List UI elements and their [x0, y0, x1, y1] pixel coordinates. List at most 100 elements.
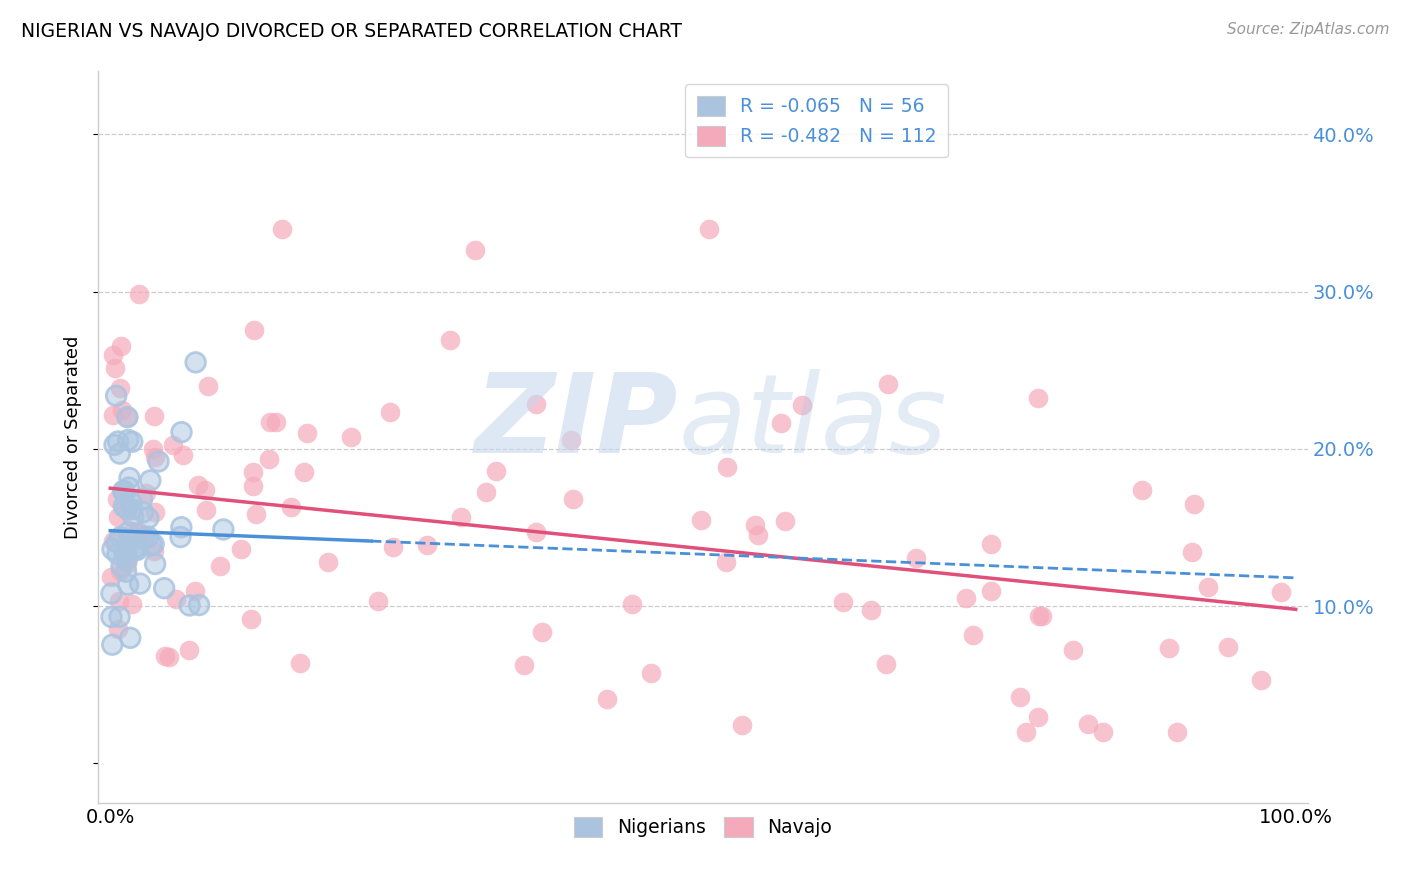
Point: [1026, 392, 1049, 406]
Point: [148, 454, 170, 468]
Point: [121, 502, 143, 516]
Point: [184, 584, 207, 599]
Point: [122, 541, 145, 556]
Point: [744, 517, 766, 532]
Point: [188, 598, 211, 612]
Point: [114, 546, 136, 560]
Point: [184, 355, 207, 369]
Point: [101, 542, 124, 557]
Point: [242, 479, 264, 493]
Point: [135, 485, 157, 500]
Point: [101, 408, 124, 422]
Point: [120, 631, 142, 645]
Point: [257, 452, 280, 467]
Point: [169, 530, 191, 544]
Point: [142, 409, 165, 424]
Point: [170, 520, 193, 534]
Point: [117, 410, 139, 425]
Point: [212, 523, 235, 537]
Point: [790, 398, 813, 412]
Point: [266, 415, 288, 429]
Point: [110, 402, 132, 417]
Point: [115, 545, 138, 559]
Point: [295, 426, 318, 441]
Point: [242, 465, 264, 479]
Point: [108, 381, 131, 395]
Point: [259, 415, 281, 429]
Point: [179, 599, 201, 613]
Point: [131, 492, 153, 507]
Point: [105, 547, 128, 561]
Point: [110, 339, 132, 353]
Point: [115, 552, 138, 566]
Point: [127, 542, 149, 557]
Point: [134, 528, 156, 542]
Point: [110, 559, 132, 574]
Point: [108, 565, 131, 579]
Point: [562, 491, 585, 506]
Point: [100, 586, 122, 600]
Point: [731, 718, 754, 732]
Point: [620, 598, 643, 612]
Point: [831, 595, 853, 609]
Point: [138, 511, 160, 525]
Point: [103, 438, 125, 452]
Point: [127, 542, 149, 557]
Point: [122, 509, 145, 524]
Point: [288, 657, 311, 671]
Point: [129, 576, 152, 591]
Point: [1157, 640, 1180, 655]
Point: [188, 598, 211, 612]
Point: [120, 533, 142, 547]
Point: [124, 542, 146, 557]
Point: [1091, 725, 1114, 739]
Point: [103, 438, 125, 452]
Point: [143, 557, 166, 571]
Point: [121, 434, 143, 449]
Point: [769, 416, 792, 430]
Point: [112, 485, 135, 500]
Y-axis label: Divorced or Separated: Divorced or Separated: [65, 335, 83, 539]
Point: [980, 537, 1002, 551]
Point: [122, 541, 145, 556]
Text: Source: ZipAtlas.com: Source: ZipAtlas.com: [1226, 22, 1389, 37]
Point: [1250, 673, 1272, 687]
Point: [127, 532, 149, 546]
Point: [112, 484, 135, 499]
Point: [128, 287, 150, 301]
Point: [101, 533, 124, 548]
Point: [153, 581, 176, 595]
Point: [132, 531, 155, 545]
Point: [1015, 725, 1038, 739]
Point: [450, 509, 472, 524]
Point: [142, 537, 165, 551]
Point: [560, 433, 582, 447]
Point: [115, 500, 138, 515]
Point: [860, 603, 883, 617]
Point: [596, 692, 619, 706]
Point: [124, 542, 146, 557]
Point: [142, 442, 165, 456]
Point: [139, 474, 162, 488]
Point: [316, 555, 339, 569]
Point: [112, 484, 135, 499]
Point: [118, 481, 141, 495]
Point: [184, 355, 207, 369]
Point: [1028, 609, 1050, 624]
Point: [512, 657, 534, 672]
Point: [110, 530, 132, 544]
Point: [475, 485, 498, 500]
Point: [105, 389, 128, 403]
Point: [980, 584, 1002, 599]
Point: [143, 505, 166, 519]
Point: [105, 535, 128, 549]
Point: [212, 523, 235, 537]
Point: [955, 591, 977, 606]
Point: [962, 628, 984, 642]
Point: [117, 557, 139, 571]
Point: [139, 474, 162, 488]
Point: [100, 586, 122, 600]
Point: [142, 544, 165, 558]
Legend: Nigerians, Navajo: Nigerians, Navajo: [567, 809, 839, 845]
Point: [194, 483, 217, 498]
